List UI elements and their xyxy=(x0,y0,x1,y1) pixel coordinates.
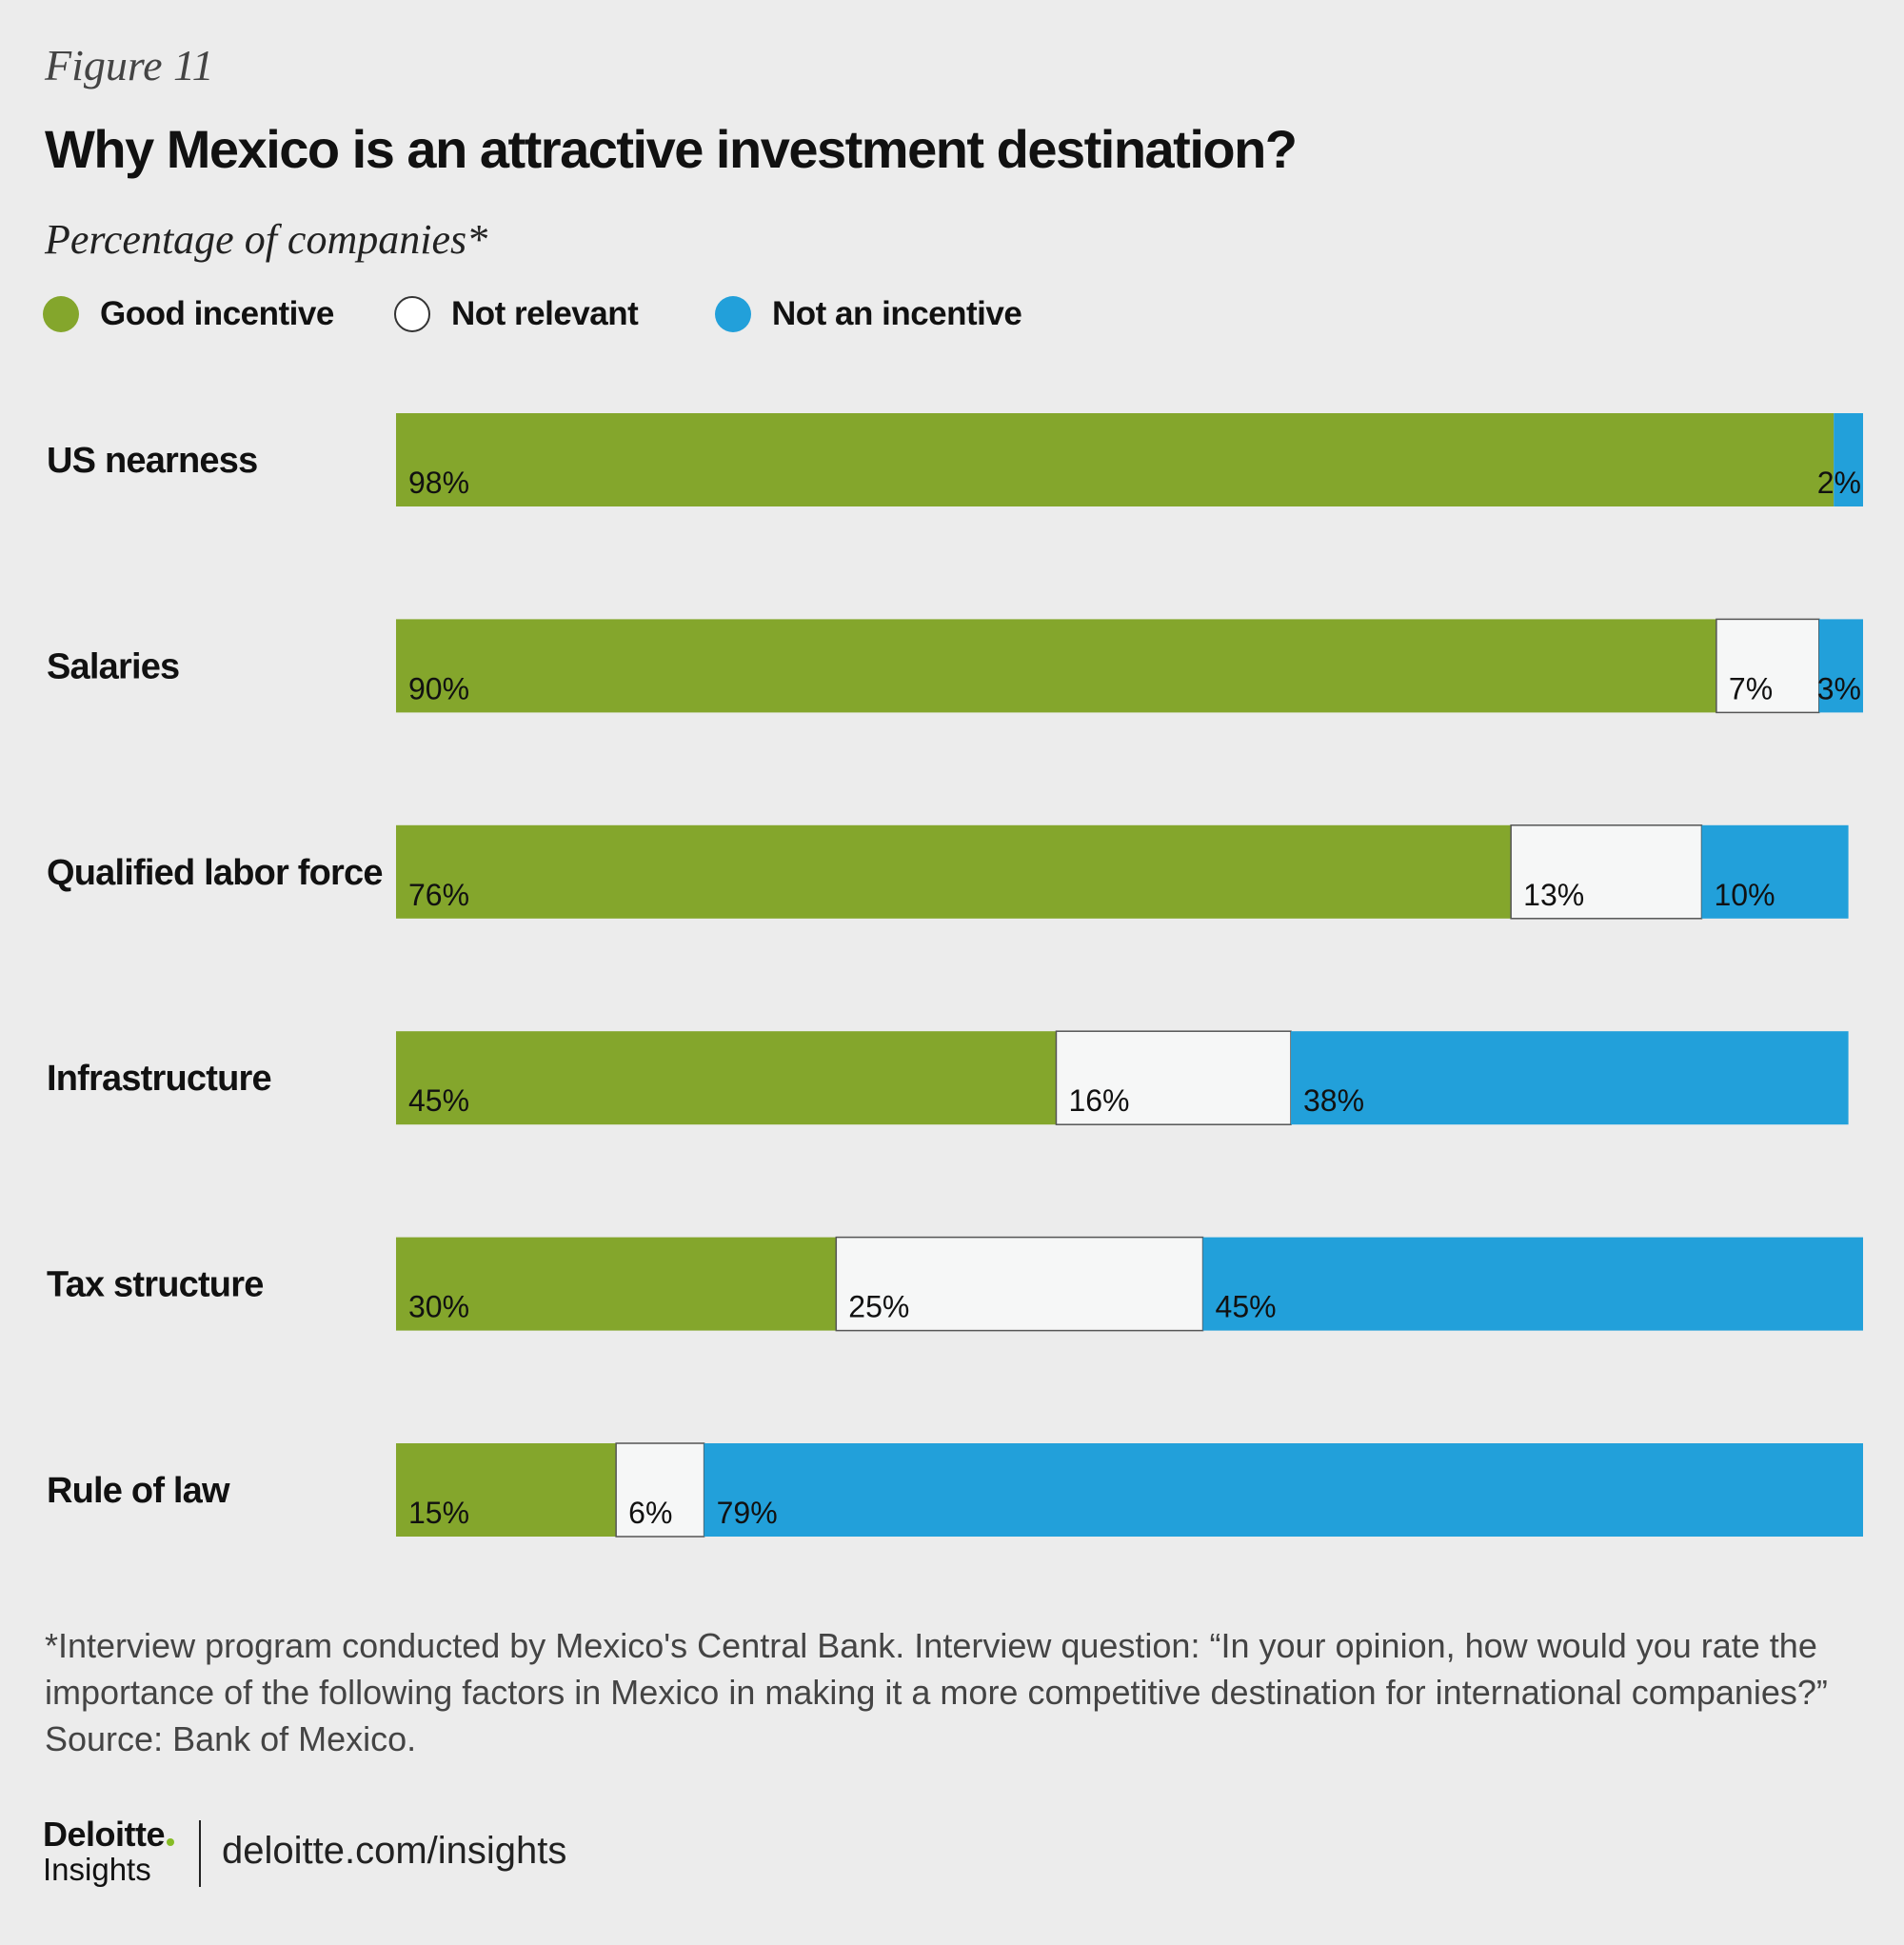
legend-item-not-relevant: Not relevant xyxy=(394,290,639,338)
deloitte-insights-logo: Deloitte Insights xyxy=(43,1815,175,1887)
source-line: Source: Bank of Mexico. xyxy=(45,1719,417,1758)
category-label-salaries: Salaries xyxy=(47,646,179,686)
bar-salaries-not-an-incentive xyxy=(1818,619,1863,713)
logo-name: Deloitte xyxy=(43,1815,166,1854)
value-label-rule-of-law-good-incentive: 15% xyxy=(408,1496,469,1530)
value-label-salaries-good-incentive: 90% xyxy=(408,671,469,705)
legend-label-good-incentive: Good incentive xyxy=(100,295,334,332)
footer-url[interactable]: deloitte.com/insights xyxy=(222,1830,567,1872)
logo-dot-icon xyxy=(167,1838,175,1846)
value-label-salaries-not-an-incentive: 3% xyxy=(1817,671,1861,705)
category-label-qualified-labor-force: Qualified labor force xyxy=(47,853,383,893)
value-label-salaries-not-relevant: 7% xyxy=(1729,671,1773,705)
legend-label-not-relevant: Not relevant xyxy=(451,295,639,332)
footnote-line-2: importance of the following factors in M… xyxy=(45,1673,1828,1712)
value-label-rule-of-law-not-relevant: 6% xyxy=(628,1496,672,1530)
bar-rule-of-law-not-relevant xyxy=(615,1442,705,1538)
value-label-tax-structure-not-an-incentive: 45% xyxy=(1216,1290,1277,1324)
bar-rule-of-law-not-an-incentive xyxy=(704,1443,1863,1537)
value-label-rule-of-law-not-an-incentive: 79% xyxy=(717,1496,778,1530)
bar-infrastructure-good-incentive xyxy=(396,1031,1057,1125)
logo-sub: Insights xyxy=(43,1852,151,1887)
bar-salaries-good-incentive xyxy=(396,619,1716,713)
value-label-qualified-labor-force-not-an-incentive: 10% xyxy=(1714,878,1775,912)
value-label-tax-structure-not-relevant: 25% xyxy=(848,1290,909,1324)
category-label-rule-of-law: Rule of law xyxy=(47,1471,230,1511)
bar-salaries-not-relevant xyxy=(1716,618,1820,714)
bar-tax-structure-not-relevant xyxy=(835,1236,1204,1332)
legend-item-good-incentive: Good incentive xyxy=(43,290,334,338)
bar-rule-of-law-good-incentive xyxy=(396,1443,617,1537)
bar-qualified-labor-force-good-incentive xyxy=(396,824,1512,919)
value-label-infrastructure-good-incentive: 45% xyxy=(408,1083,469,1118)
bar-tax-structure-not-an-incentive xyxy=(1202,1237,1863,1331)
legend-label-not-an-incentive: Not an incentive xyxy=(772,295,1022,332)
bar-us-nearness-good-incentive xyxy=(396,413,1835,506)
footnote: *Interview program conducted by Mexico's… xyxy=(45,1622,1873,1762)
value-label-qualified-labor-force-good-incentive: 76% xyxy=(408,878,469,912)
category-label-tax-structure: Tax structure xyxy=(47,1265,264,1305)
value-label-qualified-labor-force-not-relevant: 13% xyxy=(1523,878,1584,912)
footer-divider xyxy=(199,1820,201,1887)
value-label-us-nearness-not-an-incentive: 2% xyxy=(1817,466,1861,500)
value-label-us-nearness-good-incentive: 98% xyxy=(408,466,469,500)
value-label-infrastructure-not-an-incentive: 38% xyxy=(1303,1083,1364,1118)
bar-us-nearness-not-an-incentive xyxy=(1834,413,1863,506)
value-label-infrastructure-not-relevant: 16% xyxy=(1068,1083,1129,1118)
figure-label: Figure 11 xyxy=(45,41,214,89)
legend-item-not-an-incentive: Not an incentive xyxy=(715,290,1022,338)
legend-swatch-not-an-incentive xyxy=(715,296,751,332)
bar-qualified-labor-force-not-relevant xyxy=(1510,824,1703,920)
value-label-tax-structure-good-incentive: 30% xyxy=(408,1290,469,1324)
footnote-line-1: *Interview program conducted by Mexico's… xyxy=(45,1626,1817,1665)
bar-tax-structure-good-incentive xyxy=(396,1237,837,1331)
legend-swatch-not-relevant xyxy=(394,296,430,332)
legend-swatch-good-incentive xyxy=(43,296,79,332)
category-label-infrastructure: Infrastructure xyxy=(47,1059,271,1099)
bar-qualified-labor-force-not-an-incentive xyxy=(1701,824,1849,919)
bar-infrastructure-not-an-incentive xyxy=(1291,1031,1849,1125)
chart-title: Why Mexico is an attractive investment d… xyxy=(45,119,1298,179)
chart-subtitle: Percentage of companies* xyxy=(45,216,488,263)
category-label-us-nearness: US nearness xyxy=(47,441,257,481)
